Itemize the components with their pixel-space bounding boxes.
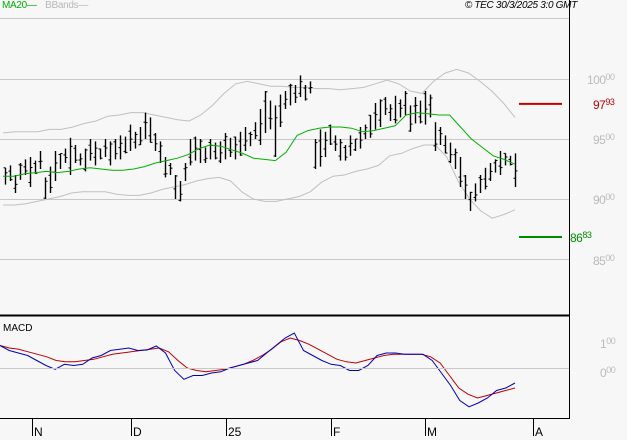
y-label-9000: 9000: [593, 192, 615, 207]
x-label-dec: D: [133, 425, 142, 439]
copyright-timestamp: © TEC 30/3/2025 3:0 GMT: [464, 0, 577, 11]
bollinger-bands: [2, 68, 516, 219]
x-label-nov: N: [34, 425, 43, 439]
y-label-10000: 10000: [587, 72, 615, 87]
chart-legend: MA20— BBands—: [2, 0, 88, 11]
y-label-8500: 8500: [593, 253, 615, 268]
x-axis-ticks: [32, 419, 534, 436]
resistance-label: 9793: [593, 97, 615, 112]
macd-title: MACD: [3, 323, 33, 334]
macd-y-label-1: 100: [600, 336, 616, 351]
y-label-9500: 9500: [593, 132, 615, 147]
x-label-2025: 25: [228, 425, 242, 439]
x-label-mar: M: [427, 425, 437, 439]
support-resistance-lines: [519, 102, 562, 239]
price-bars: [3, 75, 518, 211]
legend-bbands: BBands—: [45, 0, 89, 11]
ma20-line: [3, 112, 516, 177]
x-label-feb: F: [333, 425, 341, 439]
macd-lines: [0, 332, 516, 408]
legend-ma20: MA20—: [2, 0, 37, 11]
x-label-apr: A: [535, 425, 544, 439]
support-label: 8683: [570, 230, 592, 245]
macd-y-label-0: 000: [600, 365, 616, 380]
